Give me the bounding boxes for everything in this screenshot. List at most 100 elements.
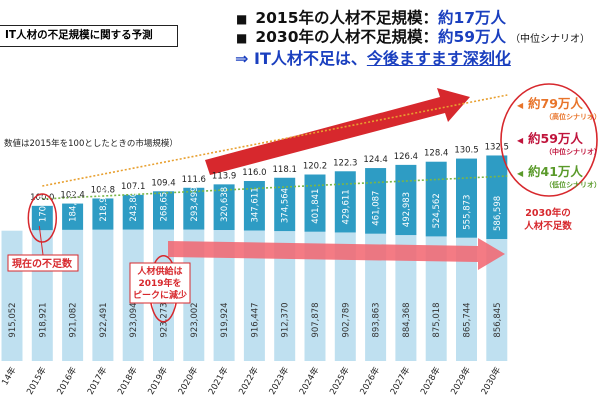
supply-bar <box>395 235 417 361</box>
shortage-bar <box>31 205 53 231</box>
supply-bar <box>274 231 296 361</box>
supply-value-label: 902,789 <box>341 302 351 337</box>
x-tick-label: 2022年 <box>236 365 261 397</box>
shortage-bar <box>243 181 265 231</box>
supply-value-label: 923,002 <box>190 302 200 337</box>
supply-value-label: 916,447 <box>250 302 260 337</box>
x-tick-label: 2028年 <box>418 365 443 397</box>
shortage-value-label: 401,841 <box>311 189 321 224</box>
supply-bar <box>334 232 356 361</box>
supply-value-label: 919,924 <box>220 302 230 337</box>
bullet-square-icon: ■ <box>236 12 248 26</box>
x-tick-label: 2021年 <box>206 365 231 397</box>
index-value-label: 100.0 <box>30 193 54 203</box>
shortage-value-label: 555,873 <box>463 195 473 230</box>
current-shortage-circle <box>27 193 58 243</box>
index-value-label: 130.5 <box>454 146 478 156</box>
index-value-label: 126.4 <box>394 152 418 162</box>
x-tick-label: 2024年 <box>297 365 322 397</box>
supply-bar <box>213 230 235 361</box>
x-tick-label: 2029年 <box>449 365 474 397</box>
supply-bar <box>304 231 326 361</box>
supply-bar <box>62 229 84 361</box>
index-value-label: 120.2 <box>303 162 327 172</box>
supply-value-label: 907,878 <box>311 302 321 337</box>
shortage-bar <box>274 177 296 232</box>
supply-peak-label-1: 人材供給は <box>136 265 182 277</box>
x-tick-label: 2018年 <box>115 365 140 397</box>
supply-bar <box>92 229 114 361</box>
scenario-circle <box>500 83 598 197</box>
headline-2030-note: （中位シナリオ） <box>510 34 591 45</box>
x-tick-label: 2026年 <box>358 365 383 397</box>
supply-value-label: 922,491 <box>99 302 109 337</box>
shortage-value-label: 461,087 <box>372 191 382 226</box>
index-value-label: 104.8 <box>91 185 115 195</box>
shortage-bar <box>122 194 144 230</box>
low-scenario-line <box>42 175 508 200</box>
x-tick-label: 2020年 <box>176 365 201 397</box>
shortage-bar <box>62 203 84 230</box>
shortage-value-label: 586,598 <box>493 196 503 231</box>
supply-bar <box>183 229 205 361</box>
conclusion-emphasis: 今後ますます深刻化 <box>366 49 511 68</box>
shortage-bar <box>334 171 356 233</box>
supply-bar <box>456 237 477 361</box>
supply-peak-label-3: ピークに減少 <box>133 289 187 301</box>
x-tick-label: 2017年 <box>85 365 110 397</box>
supply-value-label: 875,018 <box>432 302 442 337</box>
index-value-label: 113.9 <box>212 171 236 181</box>
supply-value-label: 884,368 <box>402 302 412 337</box>
headline-2015: ■ 2015年の人材不足規模：約17万人 <box>236 6 506 28</box>
bullet-square-icon: ■ <box>236 31 248 45</box>
x-tick-label: 2015年 <box>24 365 49 397</box>
scenario-note: （中位シナリオ） <box>545 147 600 156</box>
shortage-bar <box>92 198 114 230</box>
index-value-label: 118.1 <box>273 165 297 175</box>
x-tick-label: 2030年 <box>479 365 504 397</box>
growth-arrow-icon <box>205 88 470 175</box>
supply-value-label: 923,094 <box>129 302 139 337</box>
index-value-label: 111.6 <box>182 175 206 185</box>
headline-2030: ■ 2030年の人材不足規模：約59万人 （中位シナリオ） <box>236 25 590 47</box>
supply-value-label: 865,744 <box>463 302 473 337</box>
supply-value-label: 923,273 <box>160 302 170 337</box>
supply-value-label: 912,370 <box>281 302 291 337</box>
index-value-label: 128.4 <box>424 149 448 159</box>
shortage-2030-label-2: 人材不足数 <box>524 220 572 232</box>
shortage-value-label: 347,611 <box>250 187 260 222</box>
shortage-value-label: 429,611 <box>341 189 351 224</box>
supply-value-label: 915,052 <box>8 302 18 337</box>
index-value-label: 122.3 <box>333 158 357 168</box>
supply-bar <box>425 236 447 361</box>
scenario-value: 約59万人 <box>528 131 583 146</box>
index-value-label: 107.1 <box>121 182 145 192</box>
shortage-bar <box>304 174 326 232</box>
supply-value-label: 893,863 <box>372 302 382 337</box>
shortage-value-label: 170,700 <box>38 187 48 222</box>
shortage-bar <box>395 164 417 236</box>
scenario-pointer-icon: ◀ <box>517 136 524 145</box>
headline-2015-value: 約17万人 <box>437 9 507 27</box>
shortage-value-label: 374,564 <box>281 188 291 223</box>
shortage-bar <box>213 184 235 231</box>
current-shortage-leader <box>38 225 44 256</box>
supply-bar <box>243 230 265 361</box>
conclusion: ⇒ IT人材不足は、今後ますます深刻化 <box>235 45 511 69</box>
conclusion-arrow-icon: ⇒ <box>235 49 249 68</box>
shortage-value-label: 184,608 <box>69 187 79 222</box>
headline-2030-prefix: 2030年の人材不足規模： <box>255 28 438 46</box>
scenario-value: 約41万人 <box>528 164 583 179</box>
supply-value-label: 856,845 <box>493 302 503 337</box>
index-label: 数値は2015年を100としたときの市場規模） <box>4 139 178 149</box>
x-tick-label: 2027年 <box>388 365 413 397</box>
supply-peak-label-2: 2019年を <box>138 277 181 289</box>
shortage-value-label: 320,638 <box>220 187 230 222</box>
shortage-value-label: 293,499 <box>190 186 200 221</box>
shortage-value-label: 492,983 <box>402 192 412 227</box>
supply-bar <box>486 238 508 361</box>
shortage-bar <box>183 187 205 230</box>
index-value-label: 132.5 <box>485 142 509 152</box>
headline-2030-value: 約59万人 <box>437 28 507 46</box>
x-tick-label: 14年 <box>0 365 19 388</box>
